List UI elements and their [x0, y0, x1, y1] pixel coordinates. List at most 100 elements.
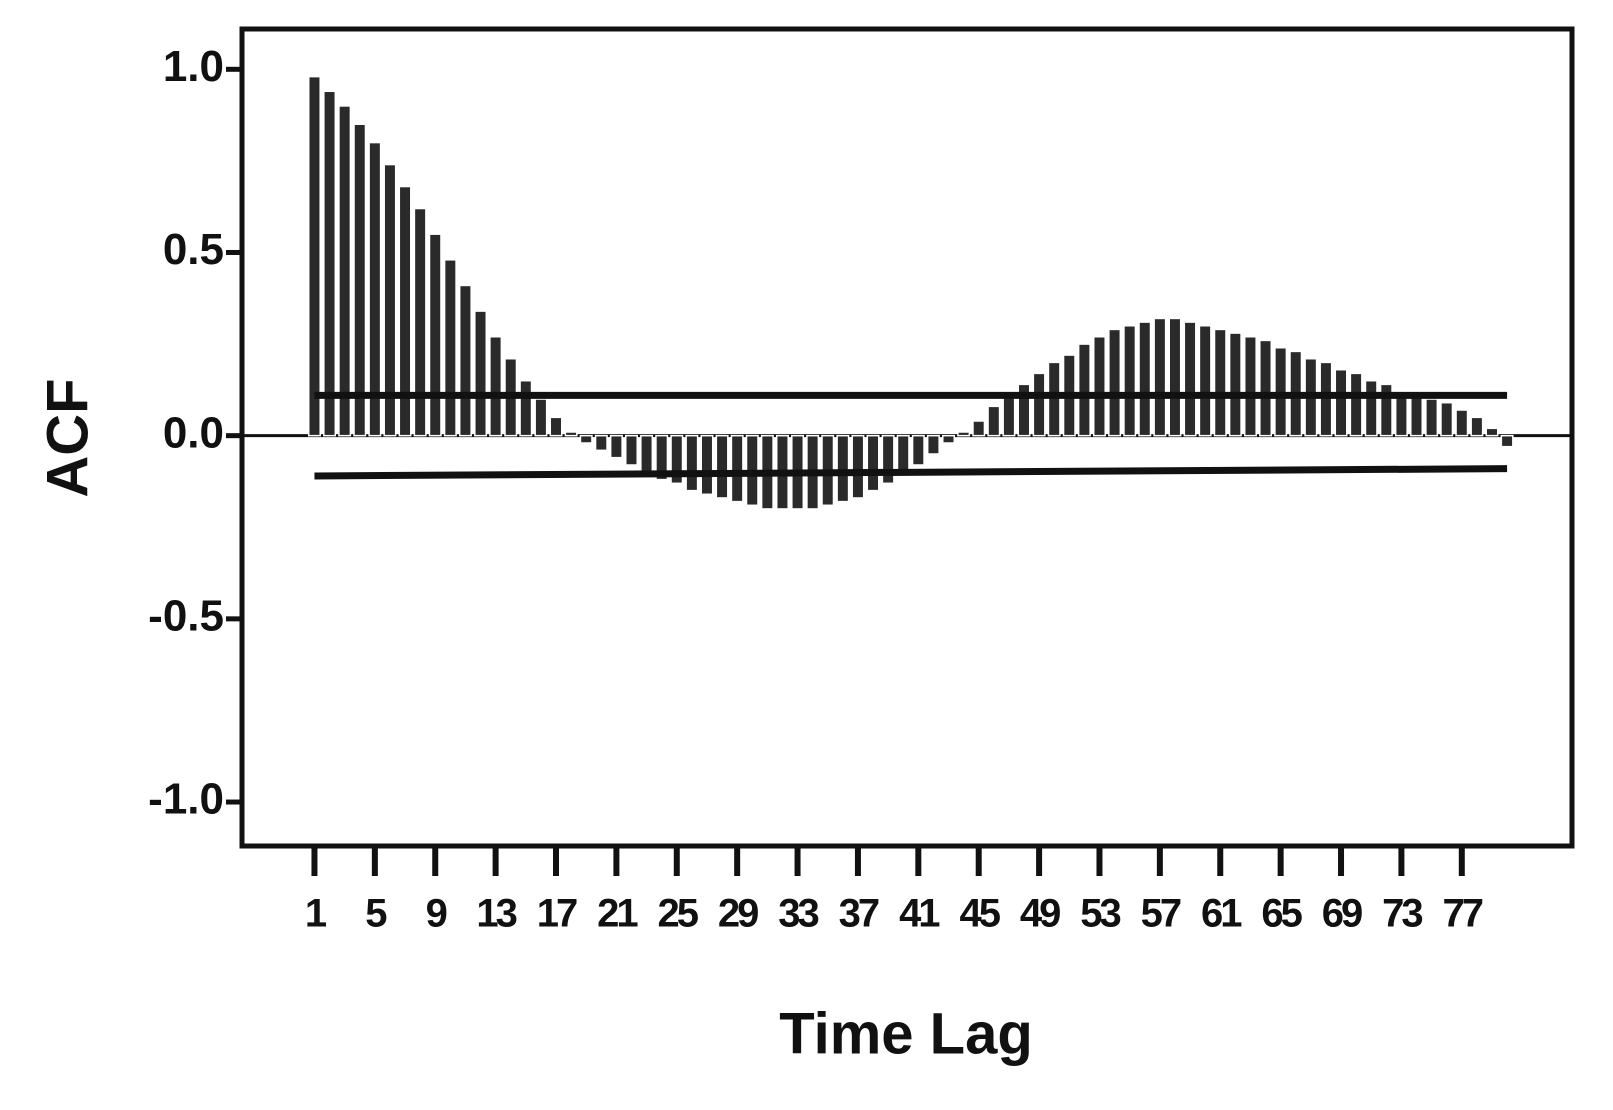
bar [1319, 361, 1333, 437]
bar [1394, 390, 1408, 437]
x-tick-label: 61 [1201, 892, 1242, 936]
bar [625, 434, 638, 466]
bar [1017, 383, 1031, 437]
bar [1032, 372, 1046, 437]
bar [428, 233, 442, 437]
bar [1077, 343, 1091, 437]
bar [836, 434, 850, 503]
bar [534, 398, 548, 437]
x-tick-label: 41 [899, 892, 940, 936]
bar [851, 434, 865, 499]
bar [368, 141, 382, 437]
bar [474, 310, 488, 437]
bar [1485, 427, 1499, 437]
x-tick-label: 49 [1020, 892, 1060, 936]
x-tick-label: 5 [365, 892, 387, 936]
bar [866, 434, 880, 492]
bar [655, 434, 669, 481]
confidence-limit [314, 465, 1508, 480]
x-tick-label: 45 [959, 892, 1000, 936]
bar [458, 284, 472, 437]
x-tick-label: 53 [1080, 892, 1120, 936]
y-tick-label: 0.0 [163, 408, 224, 457]
x-tick-label: 29 [718, 892, 758, 936]
bar [911, 434, 925, 466]
bar [1002, 394, 1016, 437]
bar [715, 434, 729, 499]
bar [443, 259, 457, 437]
bar [1500, 434, 1514, 448]
bar [881, 434, 895, 485]
y-tick-label: 1.0 [163, 42, 224, 91]
bar [353, 123, 367, 437]
bar [323, 90, 337, 437]
bar [1047, 361, 1061, 437]
y-tick-label: -0.5 [148, 591, 224, 640]
x-tick-label: 21 [597, 892, 638, 936]
bar [549, 416, 563, 437]
x-tick-label: 77 [1443, 892, 1483, 936]
bar [896, 434, 910, 474]
x-tick-label: 69 [1322, 892, 1362, 936]
bar [489, 335, 503, 437]
bar [1153, 317, 1167, 437]
bar [1108, 328, 1122, 437]
bar [1455, 409, 1469, 437]
bar [1334, 368, 1348, 437]
bar [1123, 325, 1137, 437]
bar [398, 185, 412, 437]
bar [942, 434, 956, 444]
bar [1198, 325, 1212, 437]
bar [579, 434, 593, 444]
bar [1410, 394, 1423, 437]
bar [957, 431, 971, 437]
bar [1440, 401, 1454, 437]
x-tick-label: 1 [305, 892, 327, 936]
bar [338, 105, 352, 437]
x-tick-label: 13 [476, 892, 516, 936]
bar [1349, 372, 1363, 437]
y-axis-title: ACF [35, 378, 100, 497]
bar [670, 434, 684, 485]
x-tick-label: 25 [658, 892, 699, 936]
bar [1183, 321, 1197, 437]
bar [1364, 379, 1378, 437]
x-tick-label: 57 [1141, 892, 1181, 936]
bar [1138, 321, 1152, 437]
x-tick-label: 17 [537, 892, 577, 936]
bar [972, 420, 986, 437]
bar [1425, 398, 1439, 437]
y-tick-label: 0.5 [163, 225, 224, 274]
x-tick-label: 9 [426, 892, 447, 936]
bar [383, 163, 397, 437]
bar [564, 431, 578, 437]
y-tick-label: -1.0 [148, 775, 224, 824]
bar [1379, 383, 1393, 437]
bar [609, 434, 623, 459]
bar [640, 434, 654, 474]
bar [1228, 332, 1242, 437]
bar [1243, 335, 1257, 437]
x-tick-label: 37 [839, 892, 879, 936]
bar [1259, 339, 1273, 437]
bar [1168, 317, 1182, 437]
bar [1092, 335, 1106, 437]
bar [1274, 346, 1288, 437]
bar [1213, 328, 1227, 437]
bar [685, 434, 699, 492]
x-tick-label: 65 [1261, 892, 1302, 936]
x-axis-title: Time Lag [779, 1001, 1033, 1066]
bar [926, 434, 940, 455]
bar [1470, 416, 1484, 437]
x-tick-label: 73 [1382, 892, 1422, 936]
bar [987, 405, 1001, 437]
bar [307, 75, 321, 437]
bar [700, 434, 714, 496]
bar [413, 207, 427, 437]
bar [519, 379, 533, 437]
x-tick-label: 33 [778, 892, 818, 936]
bar [730, 434, 744, 503]
bar [594, 434, 608, 452]
